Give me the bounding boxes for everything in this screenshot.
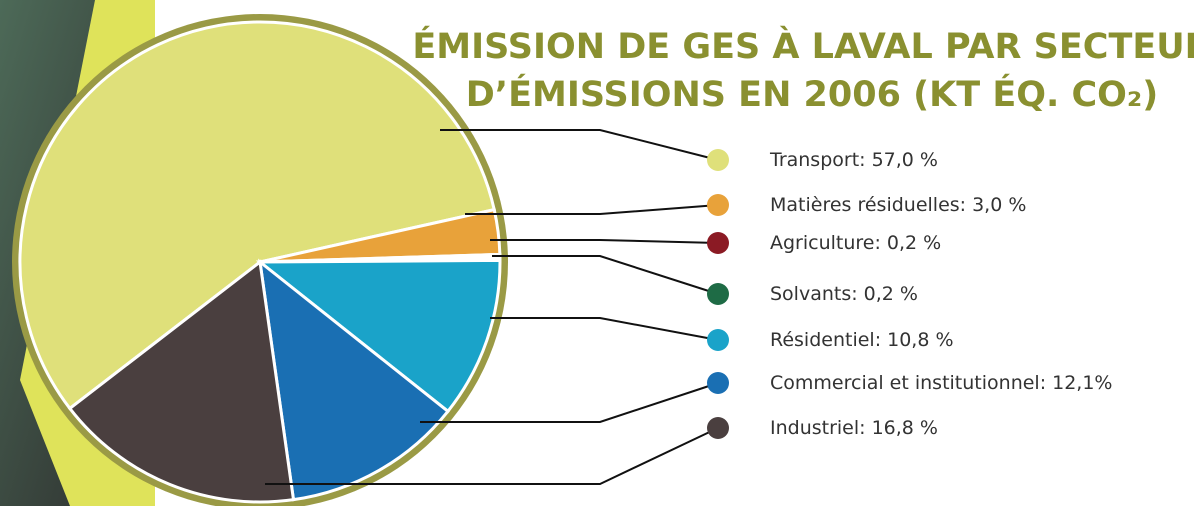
value-label: 10,8 % bbox=[887, 329, 953, 351]
legend-entry: Commercial et institutionnel: 12,1% bbox=[770, 372, 1112, 394]
legend-entry: Solvants: 0,2 % bbox=[770, 283, 918, 305]
legend-label: Transport: bbox=[769, 149, 866, 171]
chart: ÉMISSION DE GES À LAVAL PAR SECTEUR D’ÉM… bbox=[0, 0, 1194, 506]
legend-marker bbox=[707, 149, 729, 171]
legend-marker bbox=[707, 372, 729, 394]
value-label: 0,2 % bbox=[887, 232, 941, 254]
legend-label: Solvants: bbox=[770, 283, 858, 305]
leader-line bbox=[492, 256, 718, 294]
legend-label: Résidentiel: bbox=[770, 329, 881, 351]
legend-entry: Agriculture: 0,2 % bbox=[770, 232, 941, 254]
value-label: 3,0 % bbox=[972, 194, 1026, 216]
legend-entry: Transport: 57,0 % bbox=[769, 149, 938, 171]
legend-label: Matières résiduelles: bbox=[770, 194, 966, 216]
legend-marker bbox=[707, 232, 729, 254]
value-label: 16,8 % bbox=[872, 417, 938, 439]
legend-marker bbox=[707, 194, 729, 216]
legend-label: Industriel: bbox=[770, 417, 866, 439]
legend-marker bbox=[707, 417, 729, 439]
value-label: 0,2 % bbox=[864, 283, 918, 305]
legend-label: Agriculture: bbox=[770, 232, 881, 254]
leader-line bbox=[490, 240, 718, 243]
legend-label: Commercial et institutionnel: bbox=[770, 372, 1046, 394]
chart-title: D’ÉMISSIONS EN 2006 (KT ÉQ. CO₂) bbox=[466, 73, 1158, 115]
legend-entry: Industriel: 16,8 % bbox=[770, 417, 938, 439]
legend-marker bbox=[707, 283, 729, 305]
chart-title: ÉMISSION DE GES À LAVAL PAR SECTEUR bbox=[412, 25, 1194, 67]
legend-entry: Matières résiduelles: 3,0 % bbox=[770, 194, 1026, 216]
value-label: 12,1% bbox=[1052, 372, 1112, 394]
legend-marker bbox=[707, 329, 729, 351]
legend-entry: Résidentiel: 10,8 % bbox=[770, 329, 954, 351]
leader-line bbox=[490, 318, 718, 340]
value-label: 57,0 % bbox=[872, 149, 938, 171]
